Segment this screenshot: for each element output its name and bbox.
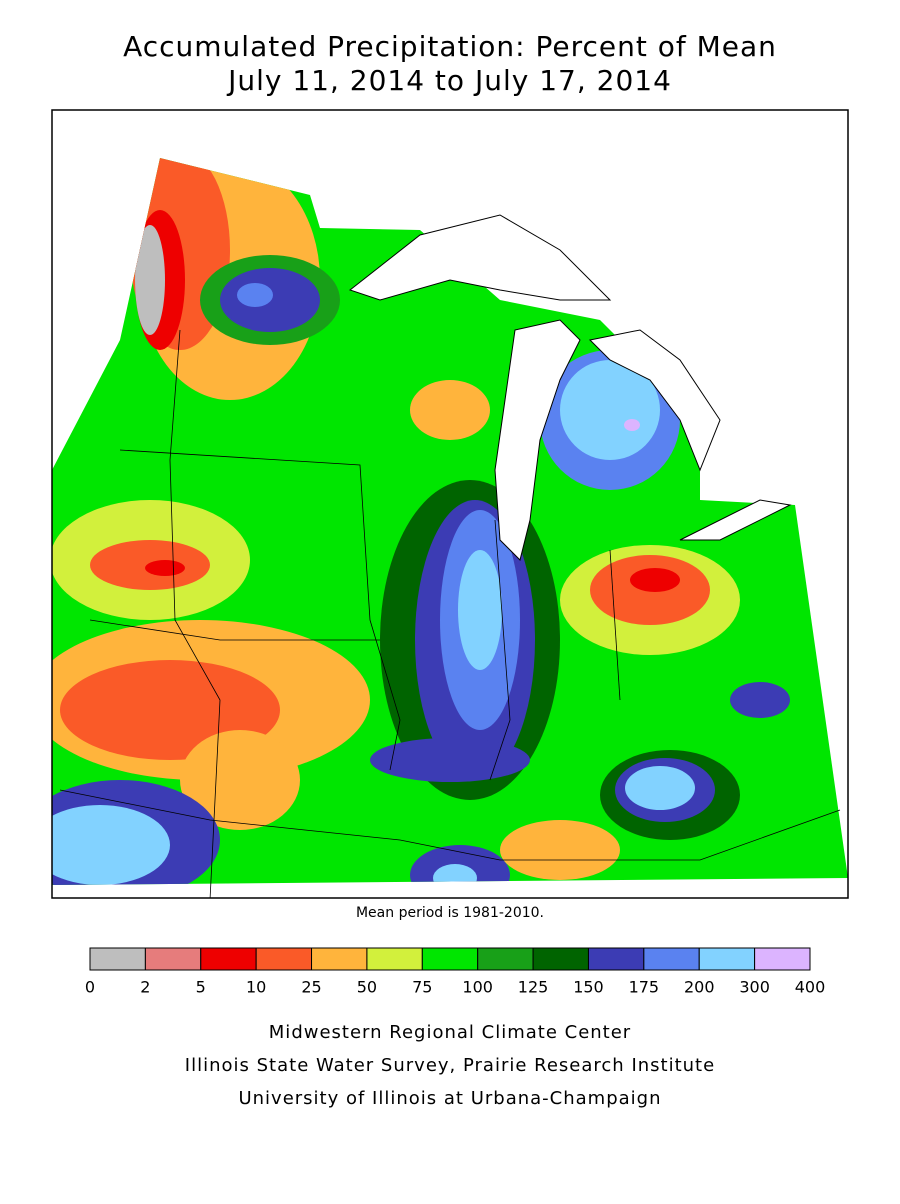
legend-swatch — [144, 947, 202, 971]
legend-label: 400 — [795, 978, 826, 997]
legend-swatch — [311, 947, 368, 971]
legend-label: 150 — [573, 978, 604, 997]
legend-swatch — [754, 947, 811, 971]
map — [51, 109, 849, 899]
legend-swatch — [587, 947, 645, 971]
credit: Midwestern Regional Climate Center — [269, 1022, 631, 1043]
legend: 0 2 5 10 25 50 75 100 125 150 175 200 300 400 — [85, 947, 826, 997]
legend-label: 0 — [85, 978, 95, 997]
legend-swatch — [532, 947, 589, 971]
legend-swatch — [200, 947, 257, 971]
legend-swatch — [366, 947, 423, 971]
legend-label: 2 — [140, 978, 150, 997]
legend-label: 125 — [518, 978, 549, 997]
subtitle: July 11, 2014 to July 17, 2014 — [226, 64, 672, 97]
legend-label: 300 — [739, 978, 770, 997]
legend-swatch — [643, 947, 700, 971]
title: Accumulated Precipitation: Percent of Me… — [123, 30, 777, 63]
legend-swatch — [89, 947, 146, 971]
legend-swatch — [421, 947, 479, 971]
legend-label: 200 — [684, 978, 715, 997]
legend-label: 5 — [196, 978, 206, 997]
borders — [59, 329, 841, 898]
legend-label: 75 — [412, 978, 432, 997]
note: Mean period is 1981-2010. — [356, 905, 544, 921]
legend-label: 10 — [246, 978, 266, 997]
legend-label: 100 — [462, 978, 493, 997]
legend-swatch — [477, 947, 534, 971]
legend-swatch — [255, 947, 313, 971]
map-frame — [51, 109, 849, 899]
legend-swatch — [698, 947, 756, 971]
legend-label: 175 — [629, 978, 660, 997]
credit: University of Illinois at Urbana-Champai… — [238, 1088, 661, 1109]
legend-label: 25 — [301, 978, 321, 997]
credit: Illinois State Water Survey, Prairie Res… — [185, 1055, 715, 1076]
lakes — [348, 214, 792, 561]
legend-label: 50 — [357, 978, 377, 997]
